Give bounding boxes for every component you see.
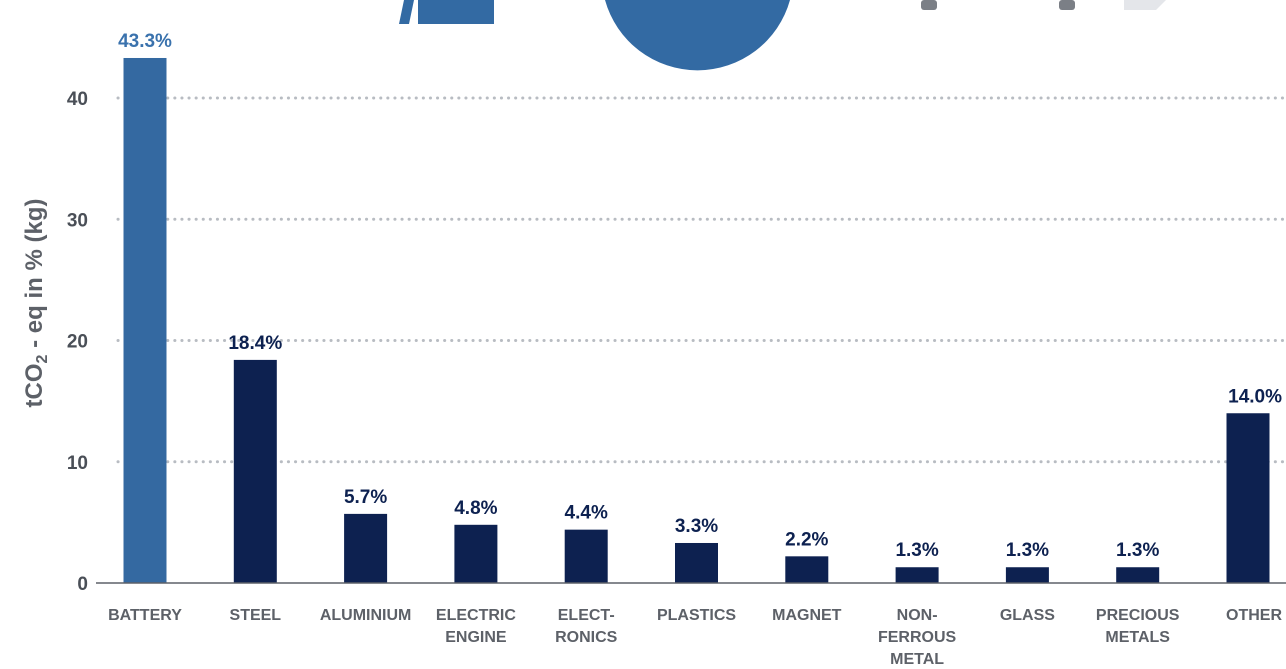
- circle-icon-fragment: [605, 0, 790, 71]
- x-tick-label: OTHER: [1226, 607, 1282, 624]
- y-tick-label: 30: [67, 210, 88, 231]
- data-label: 14.0%: [1228, 386, 1282, 407]
- bar: [1116, 567, 1160, 583]
- y-axis-label: tCO2 - eq in % (kg): [21, 199, 51, 408]
- bars: [123, 57, 1270, 584]
- bar: [123, 57, 167, 584]
- x-tick-label: PLASTICS: [657, 607, 736, 624]
- data-label: 4.4%: [565, 503, 608, 524]
- bar: [675, 542, 718, 583]
- battery-icon-fragment: [399, 0, 414, 24]
- data-label: 2.2%: [785, 529, 828, 550]
- gray-pin-icon-right: [1059, 0, 1075, 10]
- x-tick-label: NON-FERROUS METAL: [878, 607, 957, 668]
- y-axis-ticks: 0 10 20 30 40: [67, 89, 88, 595]
- data-label: 1.3%: [1006, 540, 1049, 561]
- bar: [895, 567, 939, 583]
- gray-pin-icon-left: [921, 0, 937, 10]
- bar: [454, 524, 498, 583]
- x-axis-ticks: BATTERY STEEL ALUMINIUM ELECTRIC ENGINE ELECT…: [108, 607, 1282, 668]
- x-tick-label: BATTERY: [108, 607, 182, 624]
- gridlines: [116, 96, 1286, 464]
- data-label: 3.3%: [675, 516, 718, 537]
- bar: [785, 556, 829, 583]
- x-tick-label: PRECIOUS METALS: [1096, 607, 1180, 646]
- bar: [564, 529, 608, 583]
- x-tick-label: ELECTRIC ENGINE: [436, 607, 516, 646]
- x-tick-label: ELECT-RONICS: [555, 607, 618, 646]
- data-label: 1.3%: [1116, 540, 1159, 561]
- data-labels: 43.3% 18.4% 5.7% 4.8% 4.4% 3.3% 2.2% 1.3% 1.3% 1.…: [118, 31, 1282, 561]
- decorative-icons: [399, 0, 1166, 71]
- bar: [1005, 567, 1049, 583]
- data-label: 1.3%: [895, 540, 938, 561]
- data-label: 18.4%: [228, 333, 282, 354]
- data-label: 5.7%: [344, 487, 387, 508]
- data-label: 4.8%: [454, 498, 497, 519]
- x-tick-label: MAGNET: [772, 607, 842, 624]
- bar: [344, 513, 388, 583]
- y-tick-label: 40: [67, 89, 88, 110]
- data-label: 43.3%: [118, 31, 172, 52]
- y-tick-label: 20: [67, 332, 88, 353]
- bar: [233, 359, 277, 583]
- x-tick-label: ALUMINIUM: [320, 607, 412, 624]
- bar: [1226, 413, 1270, 583]
- x-tick-label: GLASS: [1000, 607, 1055, 624]
- x-tick-label: STEEL: [230, 607, 282, 624]
- battery-icon-body: [418, 0, 494, 24]
- y-tick-label: 10: [67, 453, 88, 474]
- box-icon-fragment: [1124, 0, 1166, 10]
- y-tick-label: 0: [77, 574, 88, 595]
